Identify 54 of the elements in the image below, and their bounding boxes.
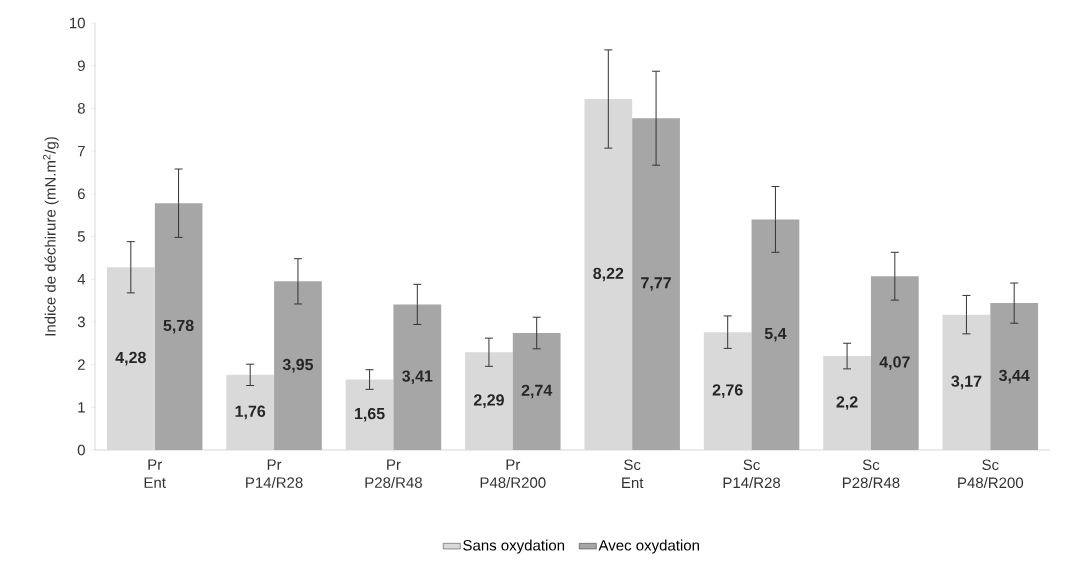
x-tick-label: Pr P28/R48: [365, 459, 422, 488]
y-tick-label: 2: [77, 359, 85, 370]
data-label: 3,17: [951, 375, 982, 390]
data-label: 8,22: [593, 267, 624, 282]
x-tick-label: Sc P48/R200: [958, 459, 1024, 489]
legend-label: Avec oxydation: [598, 539, 699, 554]
data-label: 3,44: [998, 369, 1030, 384]
y-axis-title: Indice de déchirure (mN.m$^{2}$/g): [42, 137, 59, 336]
bar: [990, 303, 1039, 450]
bar: [584, 99, 633, 450]
y-tick-label: 8: [77, 103, 85, 114]
data-label: 5,78: [163, 319, 194, 334]
bar: [512, 333, 561, 450]
y-tick-label: 6: [77, 188, 85, 200]
y-tick-label: 5: [77, 231, 85, 242]
data-label: 7,77: [641, 277, 671, 291]
data-label: 3,95: [282, 358, 314, 373]
data-label: 5,4: [764, 327, 787, 342]
x-tick-label: Sc Ent: [622, 459, 644, 489]
y-tick-label: 0: [77, 444, 85, 456]
x-tick-label: Pr P48/R200: [480, 459, 546, 488]
y-tick-label: 4: [77, 274, 86, 285]
x-tick-label: Pr Ent: [144, 459, 166, 488]
y-tick-label: 3: [77, 316, 85, 328]
data-label: 2,74: [521, 384, 553, 399]
x-tick-label: Pr P14/R28: [246, 459, 303, 488]
bar: [465, 352, 513, 450]
bar: [703, 332, 752, 450]
legend-label: Sans oxydation: [463, 539, 565, 554]
bar: [632, 118, 680, 450]
data-label: 1,76: [235, 405, 266, 420]
bar: [942, 314, 991, 450]
bar: [226, 374, 275, 450]
bar: [823, 356, 871, 450]
data-label: 2,2: [836, 396, 858, 410]
bar: [751, 219, 800, 450]
data-label: 2,76: [712, 384, 743, 398]
y-tick-label: 10: [70, 17, 85, 29]
bar: [106, 267, 155, 450]
bar: [870, 276, 919, 450]
bar: [154, 203, 203, 450]
x-tick-label: Sc P28/R48: [842, 459, 900, 489]
y-tick-label: 1: [78, 402, 85, 413]
data-label: 1,65: [355, 407, 385, 422]
bar: [345, 379, 394, 450]
data-label: 2,29: [473, 394, 504, 408]
data-label: 4,07: [879, 356, 910, 370]
x-tick-label: Sc P14/R28: [723, 459, 781, 489]
data-label: 4,28: [115, 351, 146, 366]
y-tick-label: 9: [77, 60, 85, 71]
bar: [393, 304, 442, 450]
y-tick-label: 7: [77, 145, 85, 157]
bar: [274, 281, 322, 450]
data-label: 3,41: [402, 370, 433, 385]
